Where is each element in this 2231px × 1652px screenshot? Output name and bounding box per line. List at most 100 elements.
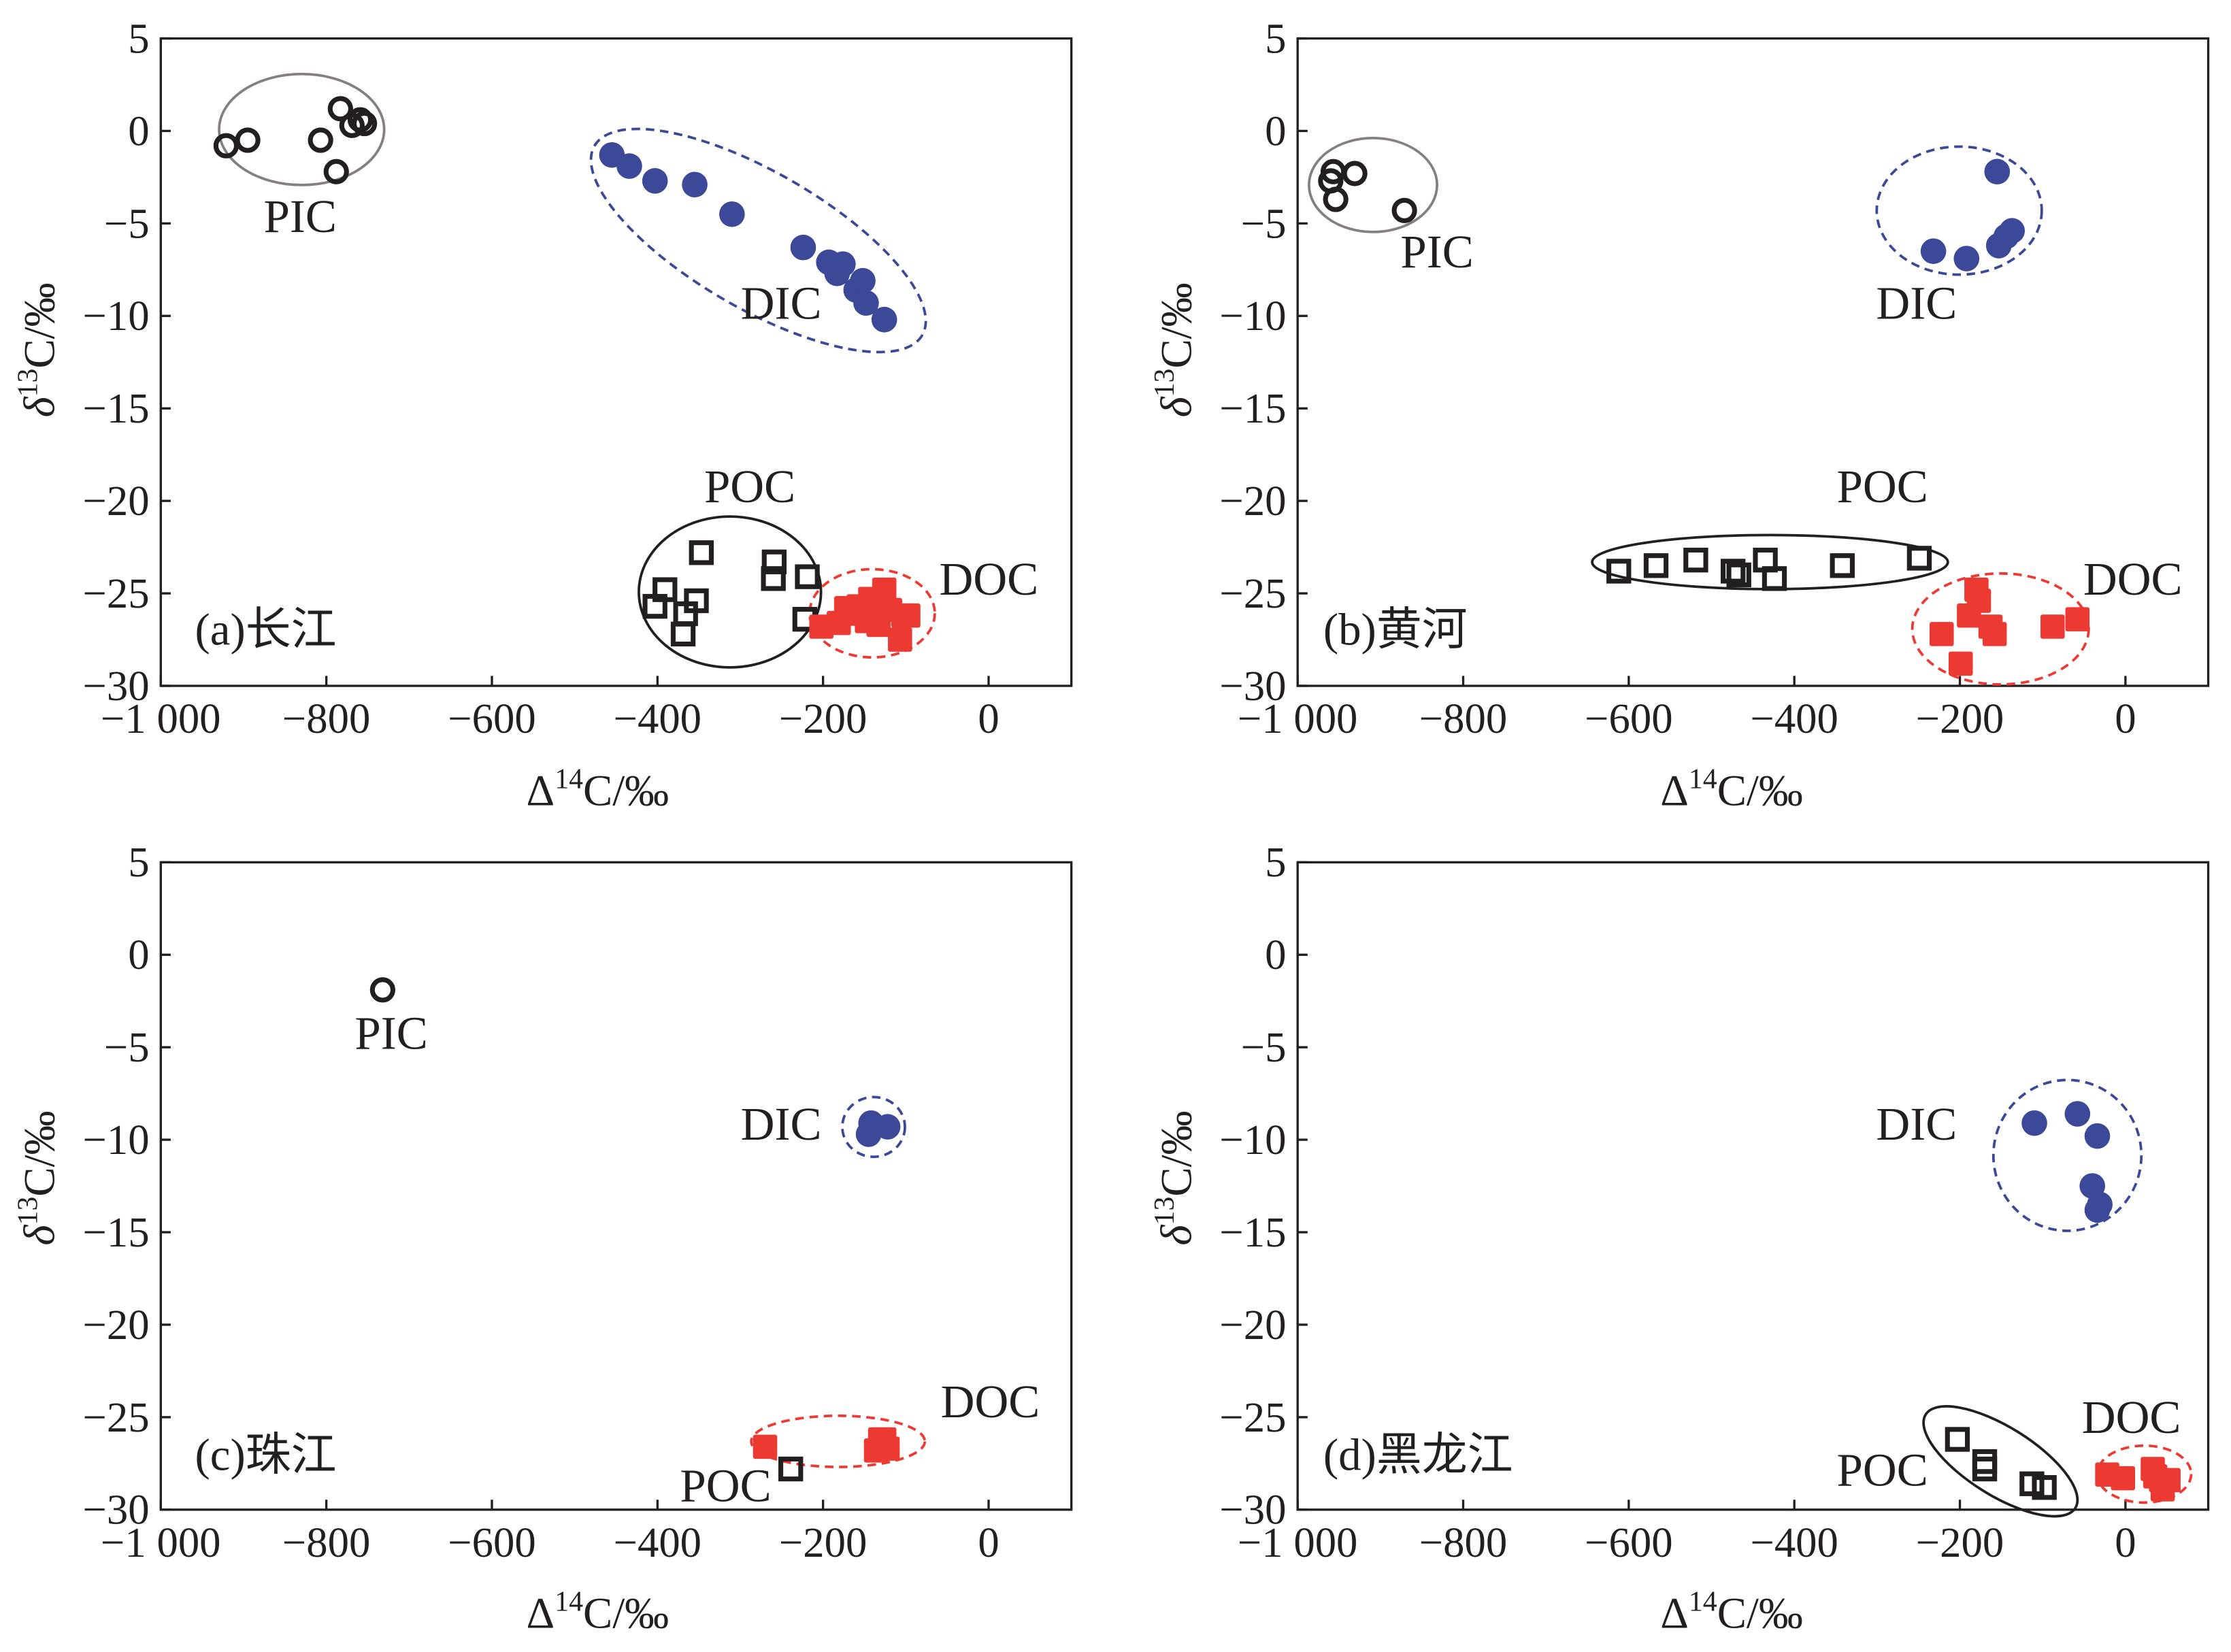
data-point-pic (1391, 197, 1417, 223)
x-tick-label: −200 (779, 1519, 867, 1566)
x-tick-label: −1 000 (1238, 695, 1358, 742)
y-tick-label: 5 (1265, 14, 1286, 62)
data-point-poc (761, 566, 786, 591)
panel-c: −1 000 −800 −600 −400 −200 0 5 0 −5 −10 −15 −20 −25 −… (12, 838, 1073, 1638)
series-label-pic: PIC (264, 191, 337, 242)
series-poc (1606, 546, 1932, 591)
data-point-poc (761, 549, 787, 575)
data-point-doc (896, 603, 921, 628)
data-point-doc (888, 627, 912, 652)
series-label-doc: DOC (2083, 553, 2183, 605)
x-tick-label: −400 (1750, 695, 1838, 742)
x-tick-label: −800 (282, 695, 370, 742)
x-tick-label: −200 (779, 695, 867, 742)
y-tick-label: −5 (1241, 199, 1287, 247)
series-doc (2095, 1457, 2181, 1502)
data-point-poc (1762, 566, 1787, 591)
panel-d: −1 000 −800 −600 −400 −200 0 5 0 −5 −10 −15 −20 −25 −… (1149, 838, 2210, 1638)
series-label-pic: PIC (354, 1007, 427, 1059)
series-dic (2021, 1101, 2113, 1223)
cluster-ellipse-dic (1875, 145, 2043, 276)
series-label-poc: POC (704, 461, 795, 512)
data-point-poc (1643, 553, 1669, 578)
series-label-poc: POC (1837, 1444, 1928, 1496)
y-tick-label: −20 (1219, 1301, 1286, 1349)
data-point-pic (1323, 186, 1349, 212)
x-axis: −1 000 −800 −600 −400 −200 0 (101, 1500, 999, 1566)
y-tick-label: −15 (1219, 384, 1286, 432)
series-poc (778, 1456, 804, 1482)
y-tick-label: −15 (82, 1208, 149, 1256)
x-axis-label: Δ14C/‰ (527, 764, 670, 816)
plot-frame (1296, 37, 2210, 687)
y-tick-label: −25 (82, 569, 149, 617)
x-tick-label: −800 (1419, 695, 1507, 742)
series-dic (855, 1110, 901, 1147)
y-tick-label: 0 (128, 931, 149, 978)
y-tick-label: −10 (82, 1116, 149, 1163)
y-tick-label: −10 (82, 292, 149, 340)
data-point-poc (1906, 546, 1932, 571)
data-point-poc (1972, 1449, 1998, 1474)
x-axis-label: Δ14C/‰ (1660, 764, 1803, 816)
series-label-dic: DIC (741, 277, 822, 329)
data-point-pic (1342, 161, 1368, 186)
x-tick-label: −800 (282, 1519, 370, 1566)
y-tick-label: 0 (1265, 931, 1286, 978)
series-pic (369, 977, 395, 1003)
y-axis: 5 0 −5 −10 −15 −20 −25 −30 (1219, 14, 1308, 710)
data-point-doc (753, 1434, 778, 1459)
plot-frame (159, 861, 1073, 1511)
data-point-poc (670, 621, 696, 647)
y-tick-label: −5 (104, 1023, 150, 1071)
data-point-doc (2111, 1466, 2135, 1491)
data-point-doc (866, 612, 891, 638)
data-point-dic (1920, 238, 1947, 264)
data-point-poc (1606, 559, 1632, 584)
data-point-dic (642, 168, 668, 194)
data-point-doc (2040, 614, 2065, 639)
data-point-doc (1948, 651, 1973, 676)
y-axis-label-symbol: δ (15, 1225, 64, 1246)
x-axis-label-unit: C/‰ (583, 1589, 669, 1638)
y-tick-label: 5 (1265, 838, 1286, 886)
y-tick-label: −20 (82, 1301, 149, 1349)
y-axis: 5 0 −5 −10 −15 −20 −25 −30 (82, 838, 171, 1534)
data-point-doc (1957, 603, 1981, 628)
x-axis-label-unit: C/‰ (583, 767, 669, 816)
series-doc (809, 577, 921, 652)
data-point-pic (323, 159, 349, 184)
x-tick-label: −200 (1916, 695, 2004, 742)
data-point-poc (689, 540, 714, 565)
data-point-poc (778, 1456, 804, 1482)
y-axis-label-superscript: 13 (1149, 369, 1180, 397)
y-axis-label-superscript: 13 (12, 369, 44, 397)
y-tick-label: −10 (1219, 292, 1286, 340)
data-point-doc (872, 1427, 897, 1452)
data-point-poc (1683, 547, 1708, 573)
y-tick-label: −15 (1219, 1208, 1286, 1256)
data-point-pic (327, 96, 353, 122)
y-tick-label: −25 (1219, 1393, 1286, 1441)
data-point-poc (1830, 553, 1855, 578)
y-tick-label: −25 (1219, 569, 1286, 617)
data-point-dic (790, 234, 816, 261)
data-point-poc (2019, 1471, 2045, 1496)
data-point-dic (1999, 218, 2026, 244)
series-label-poc: POC (1837, 461, 1928, 512)
y-axis-label: δ13C/‰ (1149, 282, 1201, 417)
panel-b: −1 000 −800 −600 −400 −200 0 5 0 −5 −10 −15 −20 −25 −… (1149, 14, 2210, 816)
data-point-doc (858, 587, 882, 612)
series-label-dic: DIC (1876, 1098, 1957, 1150)
y-axis: 5 0 −5 −10 −15 −20 −25 −30 (82, 14, 171, 710)
y-tick-label: −30 (82, 1486, 149, 1534)
data-point-dic (719, 201, 745, 227)
y-tick-label: −30 (1219, 662, 1286, 710)
data-point-dic (871, 306, 897, 333)
x-tick-label: −400 (614, 695, 701, 742)
series-doc (753, 1427, 900, 1463)
x-tick-label: −600 (448, 1519, 535, 1566)
cluster-ellipse-doc (750, 1414, 927, 1468)
data-point-dic (682, 171, 708, 198)
x-tick-label: −600 (1585, 1519, 1672, 1566)
